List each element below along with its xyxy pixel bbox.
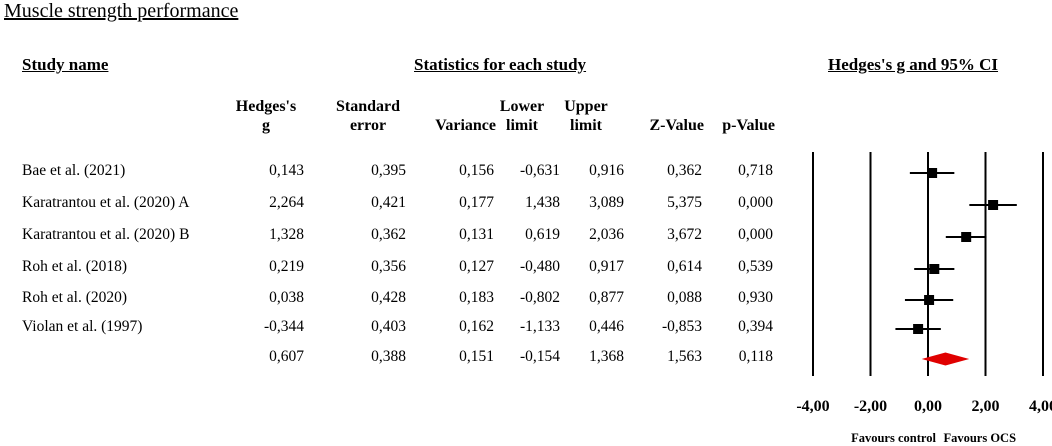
z-value-cell: -0,853 (661, 318, 702, 335)
x-tick-label: 0,00 (914, 398, 942, 415)
study-name: Bae et al. (2021) (22, 162, 126, 179)
variance-cell: 0,162 (459, 318, 494, 335)
plot-header: Hedges's g and 95% CI (828, 55, 999, 74)
effect-marker (988, 200, 999, 210)
effect-marker (924, 295, 935, 305)
col-hedges-g-header-line: Hedges's (235, 98, 297, 115)
lower-limit-cell: -0,631 (519, 162, 560, 179)
z-value-cell: 3,672 (667, 226, 702, 243)
summary-hedges-g-cell: 0,607 (269, 348, 304, 365)
col-variance-header: Variance (416, 116, 496, 135)
p-value-cell: 0,000 (738, 194, 773, 211)
hedges-g-cell: 1,328 (269, 226, 304, 243)
upper-limit-cell: 0,917 (589, 258, 624, 275)
z-value-cell: 0,088 (667, 289, 702, 306)
upper-limit-cell: 2,036 (589, 226, 624, 243)
effect-marker (961, 232, 972, 242)
summary-standard-error-cell: 0,388 (371, 348, 406, 365)
x-tick-label: 2,00 (972, 398, 1000, 415)
study-name: Karatrantou et al. (2020) B (22, 226, 190, 243)
effect-marker (929, 264, 940, 274)
col-lower-limit-header-line: Lower (499, 98, 545, 115)
hedges-g-cell: 0,038 (269, 289, 304, 306)
variance-cell: 0,177 (459, 194, 494, 211)
standard-error-cell: 0,356 (371, 258, 406, 275)
standard-error-cell: 0,403 (371, 318, 406, 335)
p-value-cell: 0,000 (738, 226, 773, 243)
standard-error-cell: 0,428 (371, 289, 406, 306)
study-name-header: Study name (22, 55, 109, 74)
lower-limit-cell: 1,438 (525, 194, 560, 211)
summary-p-value-cell: 0,118 (738, 348, 773, 365)
hedges-g-cell: -0,344 (263, 318, 304, 335)
upper-limit-cell: 0,916 (589, 162, 624, 179)
summary-upper-limit-cell: 1,368 (589, 348, 624, 365)
upper-limit-cell: 0,446 (589, 318, 624, 335)
summary-diamond (921, 352, 970, 366)
col-lower-limit-header: Lower limit (482, 97, 562, 135)
col-z-value-header-line: Z-Value (649, 117, 704, 134)
study-name: Karatrantou et al. (2020) A (22, 194, 190, 211)
p-value-cell: 0,718 (738, 162, 773, 179)
study-name: Roh et al. (2020) (22, 289, 128, 306)
col-z-value-header: Z-Value (624, 116, 704, 135)
col-standard-error-header-line: Standard (335, 98, 401, 115)
upper-limit-cell: 3,089 (589, 194, 624, 211)
col-lower-limit-header-line: limit (506, 117, 538, 134)
col-upper-limit-header: Upper limit (546, 97, 626, 135)
variance-cell: 0,183 (459, 289, 494, 306)
variance-cell: 0,127 (459, 258, 494, 275)
x-tick-label: -4,00 (796, 398, 829, 415)
hedges-g-cell: 2,264 (269, 194, 304, 211)
standard-error-cell: 0,362 (371, 226, 406, 243)
p-value-cell: 0,539 (738, 258, 773, 275)
col-upper-limit-header-line: Upper (564, 98, 608, 115)
col-upper-limit-header-line: limit (570, 117, 602, 134)
p-value-cell: 0,394 (738, 318, 773, 335)
hedges-g-cell: 0,143 (269, 162, 304, 179)
summary-z-value-cell: 1,563 (667, 348, 702, 365)
standard-error-cell: 0,421 (371, 194, 406, 211)
favours-control-label: Favours control (851, 431, 936, 445)
col-hedges-g-header: Hedges's g (226, 97, 306, 135)
x-tick-label: -2,00 (854, 398, 887, 415)
figure-title: Muscle strength performance (4, 0, 239, 22)
z-value-cell: 0,614 (667, 258, 702, 275)
standard-error-cell: 0,395 (371, 162, 406, 179)
statistics-header: Statistics for each study (414, 55, 587, 74)
z-value-cell: 5,375 (667, 194, 702, 211)
p-value-cell: 0,930 (738, 289, 773, 306)
z-value-cell: 0,362 (667, 162, 702, 179)
variance-cell: 0,156 (459, 162, 494, 179)
col-p-value-header: p-Value (695, 116, 775, 135)
upper-limit-cell: 0,877 (589, 289, 624, 306)
col-standard-error-header-line: error (349, 117, 387, 134)
x-tick-label: 4,00 (1029, 398, 1052, 415)
study-name: Violan et al. (1997) (22, 318, 143, 335)
favours-ocs-label: Favours OCS (943, 431, 1016, 445)
lower-limit-cell: -1,133 (519, 318, 560, 335)
lower-limit-cell: -0,480 (519, 258, 560, 275)
effect-marker (913, 324, 924, 334)
effect-marker (927, 168, 938, 178)
lower-limit-cell: 0,619 (525, 226, 560, 243)
study-name: Roh et al. (2018) (22, 258, 128, 275)
col-hedges-g-header-line: g (262, 117, 270, 134)
variance-cell: 0,131 (459, 226, 494, 243)
col-standard-error-header: Standard error (328, 97, 408, 135)
summary-variance-cell: 0,151 (459, 348, 494, 365)
hedges-g-cell: 0,219 (269, 258, 304, 275)
col-variance-header-line: Variance (435, 117, 496, 134)
summary-lower-limit-cell: -0,154 (519, 348, 560, 365)
col-p-value-header-line: p-Value (722, 117, 775, 134)
lower-limit-cell: -0,802 (519, 289, 560, 306)
